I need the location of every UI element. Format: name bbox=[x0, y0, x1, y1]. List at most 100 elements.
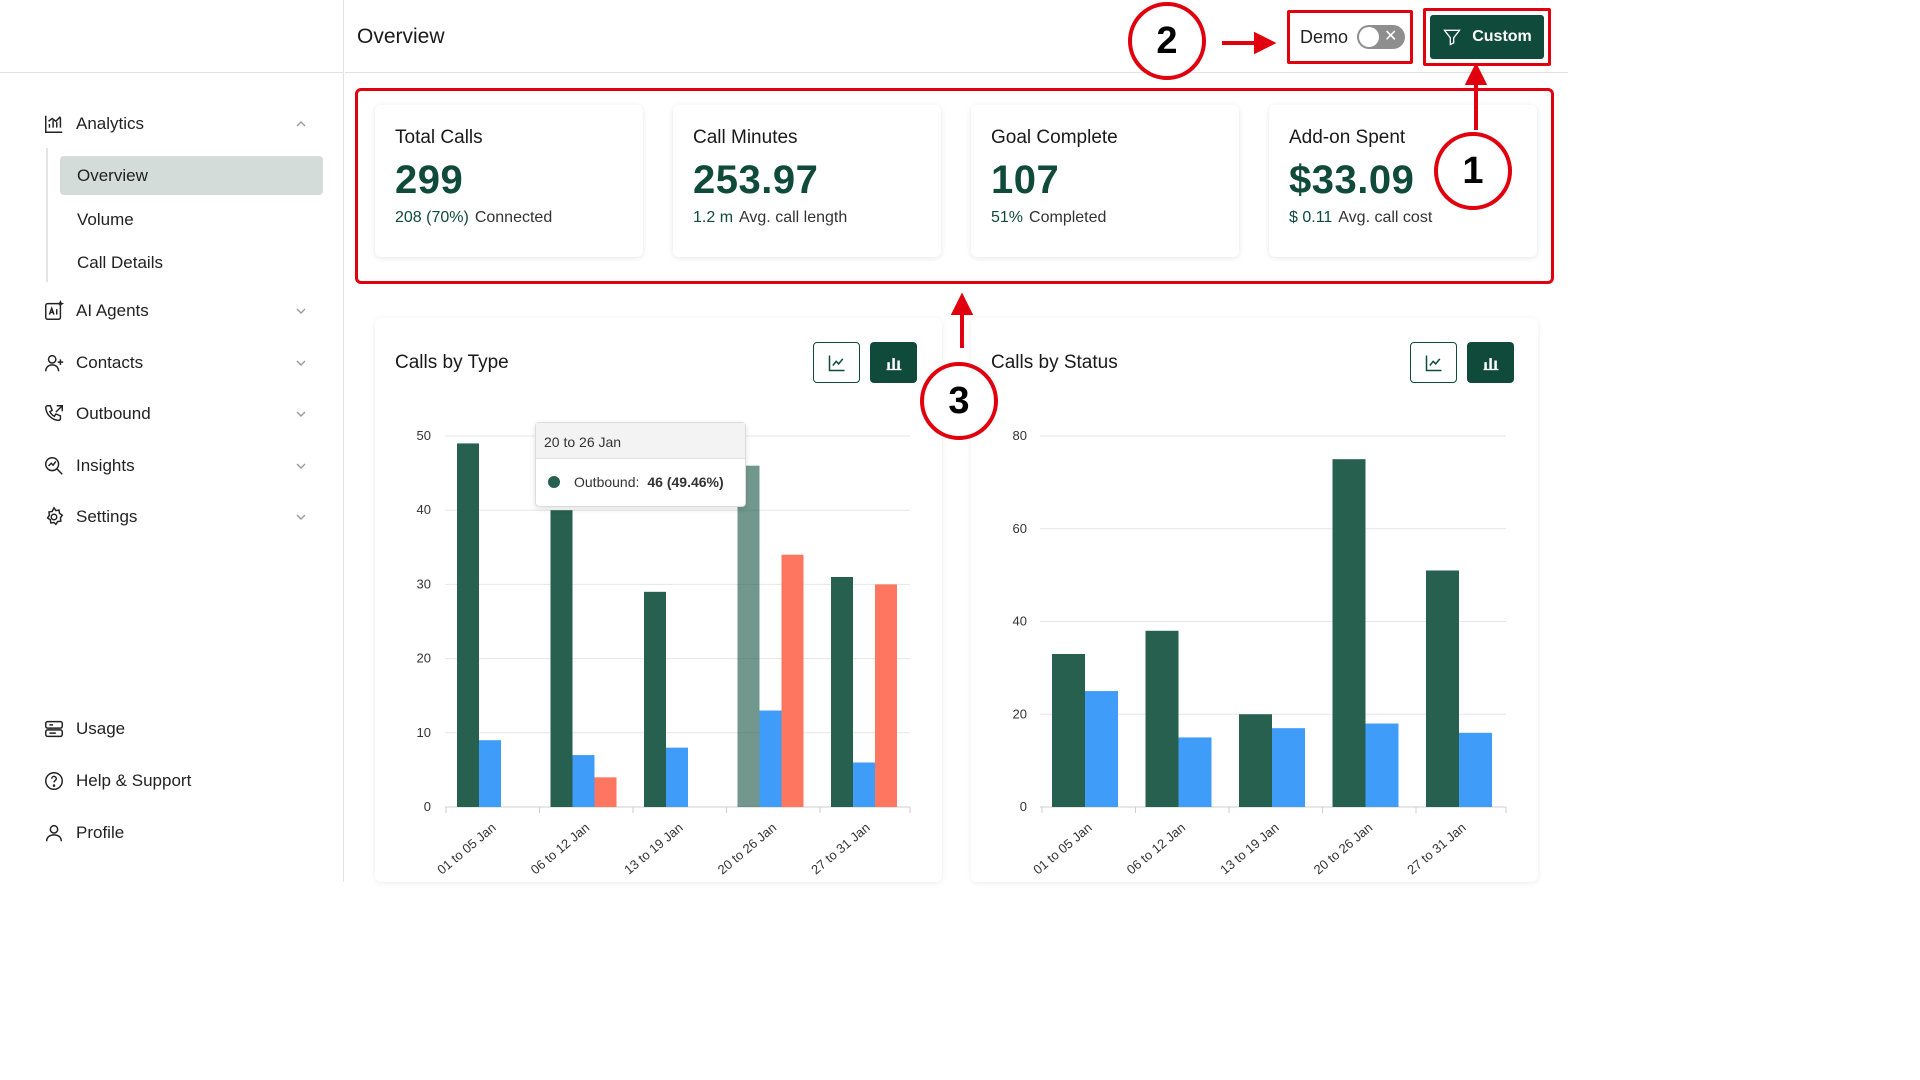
line-chart-button[interactable] bbox=[813, 342, 860, 383]
sidebar-item-contacts[interactable]: Contacts bbox=[42, 347, 312, 379]
kpi-subtitle: $ 0.11 Avg. call cost bbox=[1289, 209, 1517, 227]
sidebar-subitem-call-details[interactable]: Call Details bbox=[77, 252, 163, 272]
toggle-knob bbox=[1359, 27, 1380, 47]
tooltip-label: Outbound: bbox=[574, 474, 640, 490]
chart-bar bbox=[853, 762, 875, 807]
chart-bar bbox=[479, 740, 501, 807]
chart-bar bbox=[644, 591, 666, 807]
kpi-title: Call Minutes bbox=[693, 127, 798, 148]
sidebar: Analytics Overview Volume Call Details A… bbox=[0, 0, 344, 882]
chevron-down-icon bbox=[296, 411, 306, 417]
y-tick-label: 30 bbox=[417, 576, 431, 591]
bar-chart-button[interactable] bbox=[1467, 342, 1514, 383]
phone-outbound-icon bbox=[42, 402, 66, 426]
kpi-title: Goal Complete bbox=[991, 127, 1118, 148]
x-tick-label: 06 to 12 Jan bbox=[528, 820, 592, 877]
sidebar-subitem-overview[interactable]: Overview bbox=[60, 156, 323, 195]
chart-bar bbox=[831, 576, 853, 807]
y-tick-label: 10 bbox=[417, 725, 431, 740]
x-tick-label: 27 to 31 Jan bbox=[808, 820, 872, 877]
charts-canvas: 0 10 20 30 40 50 01 to 05 Jan 06 to 12 Jan 13 to… bbox=[417, 428, 1507, 877]
sidebar-item-label: Help & Support bbox=[76, 771, 192, 790]
y-tick-label: 40 bbox=[417, 502, 431, 517]
chart-title: Calls by Status bbox=[991, 352, 1118, 373]
kpi-card-goal-complete: Goal Complete 107 51% Completed bbox=[971, 105, 1239, 257]
sidebar-item-label: Analytics bbox=[76, 114, 145, 133]
chevron-down-icon bbox=[296, 360, 306, 366]
kpi-highlight-box bbox=[355, 88, 1554, 284]
sidebar-item-label: Outbound bbox=[76, 404, 151, 423]
kpi-sub-label: Connected bbox=[474, 209, 553, 226]
bar-chart-button[interactable] bbox=[870, 342, 917, 383]
chart-bar bbox=[550, 510, 573, 807]
settings-icon bbox=[42, 505, 66, 529]
sidebar-item-label: Settings bbox=[76, 507, 138, 526]
sidebar-subitem-volume[interactable]: Volume bbox=[77, 209, 134, 229]
chart-bar bbox=[1459, 732, 1492, 807]
chart-bar bbox=[759, 710, 782, 807]
sidebar-item-ai-agents[interactable]: AI Agents bbox=[42, 295, 312, 327]
annotation-marker-1: 1 bbox=[1434, 132, 1512, 210]
kpi-value: 253.97 bbox=[693, 158, 819, 202]
page-header: Overview bbox=[345, 0, 1568, 73]
sidebar-item-analytics[interactable]: Analytics bbox=[42, 108, 312, 140]
kpi-value: 299 bbox=[395, 158, 464, 202]
chevron-down-icon bbox=[296, 514, 306, 520]
bar-chart-icon bbox=[1483, 357, 1498, 370]
sidebar-item-help[interactable]: Help & Support bbox=[42, 765, 312, 797]
sidebar-item-label: AI Agents bbox=[76, 301, 149, 320]
sidebar-item-label: Contacts bbox=[76, 353, 144, 372]
demo-label: Demo bbox=[1300, 26, 1349, 47]
chevron-down-icon bbox=[296, 308, 306, 314]
sidebar-item-profile[interactable]: Profile bbox=[42, 817, 312, 849]
kpi-sub-label: Completed bbox=[1029, 209, 1107, 226]
x-tick-label: 06 to 12 Jan bbox=[1124, 820, 1188, 877]
demo-toggle[interactable]: ✕ bbox=[1357, 25, 1406, 49]
y-tick-label: 20 bbox=[417, 651, 431, 666]
kpi-highlight: 51% bbox=[991, 209, 1024, 226]
y-tick-label: 0 bbox=[1020, 799, 1027, 814]
line-chart-button[interactable] bbox=[1410, 342, 1457, 383]
close-icon: ✕ bbox=[1384, 28, 1398, 45]
y-tick-label: 0 bbox=[424, 799, 431, 814]
chart-bar bbox=[737, 465, 760, 807]
kpi-title: Add-on Spent bbox=[1289, 127, 1406, 148]
chart-bar bbox=[1426, 570, 1459, 807]
y-tick-label: 40 bbox=[1013, 614, 1027, 629]
line-chart-icon bbox=[1425, 355, 1441, 371]
tooltip-value: 46 (49.46%) bbox=[647, 474, 724, 490]
kpi-highlight: 208 (70%) bbox=[395, 209, 469, 226]
kpi-title: Total Calls bbox=[395, 127, 483, 148]
y-tick-label: 50 bbox=[417, 428, 431, 443]
chart-bar bbox=[875, 584, 897, 807]
sidebar-item-usage[interactable]: Usage bbox=[42, 713, 312, 745]
sidebar-item-insights[interactable]: Insights bbox=[42, 450, 312, 482]
kpi-value: 107 bbox=[991, 158, 1060, 202]
series-dot-icon bbox=[548, 476, 560, 488]
sidebar-item-settings[interactable]: Settings bbox=[42, 501, 312, 533]
x-tick-label: 20 to 26 Jan bbox=[715, 820, 779, 877]
usage-icon bbox=[42, 717, 66, 741]
chart-bar bbox=[1052, 653, 1085, 807]
chart-bar bbox=[781, 554, 804, 807]
custom-filter-button[interactable]: Custom bbox=[1430, 15, 1544, 59]
y-tick-label: 20 bbox=[1013, 706, 1027, 721]
kpi-highlight: 1.2 m bbox=[693, 209, 734, 226]
kpi-subtitle: 208 (70%) Connected bbox=[395, 209, 623, 227]
ai-agents-icon bbox=[42, 299, 66, 323]
help-icon bbox=[42, 769, 66, 793]
kpi-card-total-calls: Total Calls 299 208 (70%) Connected bbox=[375, 105, 643, 257]
chart-bar bbox=[1085, 691, 1118, 807]
sidebar-item-outbound[interactable]: Outbound bbox=[42, 398, 312, 430]
submenu-guide-line bbox=[46, 148, 48, 282]
line-chart-icon bbox=[828, 355, 844, 371]
profile-icon bbox=[42, 821, 66, 845]
bar-chart-icon bbox=[886, 357, 901, 370]
kpi-card-call-minutes: Call Minutes 253.97 1.2 m Avg. call lengt… bbox=[673, 105, 941, 257]
filter-icon bbox=[1443, 29, 1462, 46]
annotation-marker-3: 3 bbox=[920, 362, 998, 440]
insights-icon bbox=[42, 454, 66, 478]
chart-bar bbox=[1178, 737, 1212, 807]
chart-bar bbox=[1332, 459, 1366, 807]
chart-bar bbox=[1239, 714, 1272, 807]
